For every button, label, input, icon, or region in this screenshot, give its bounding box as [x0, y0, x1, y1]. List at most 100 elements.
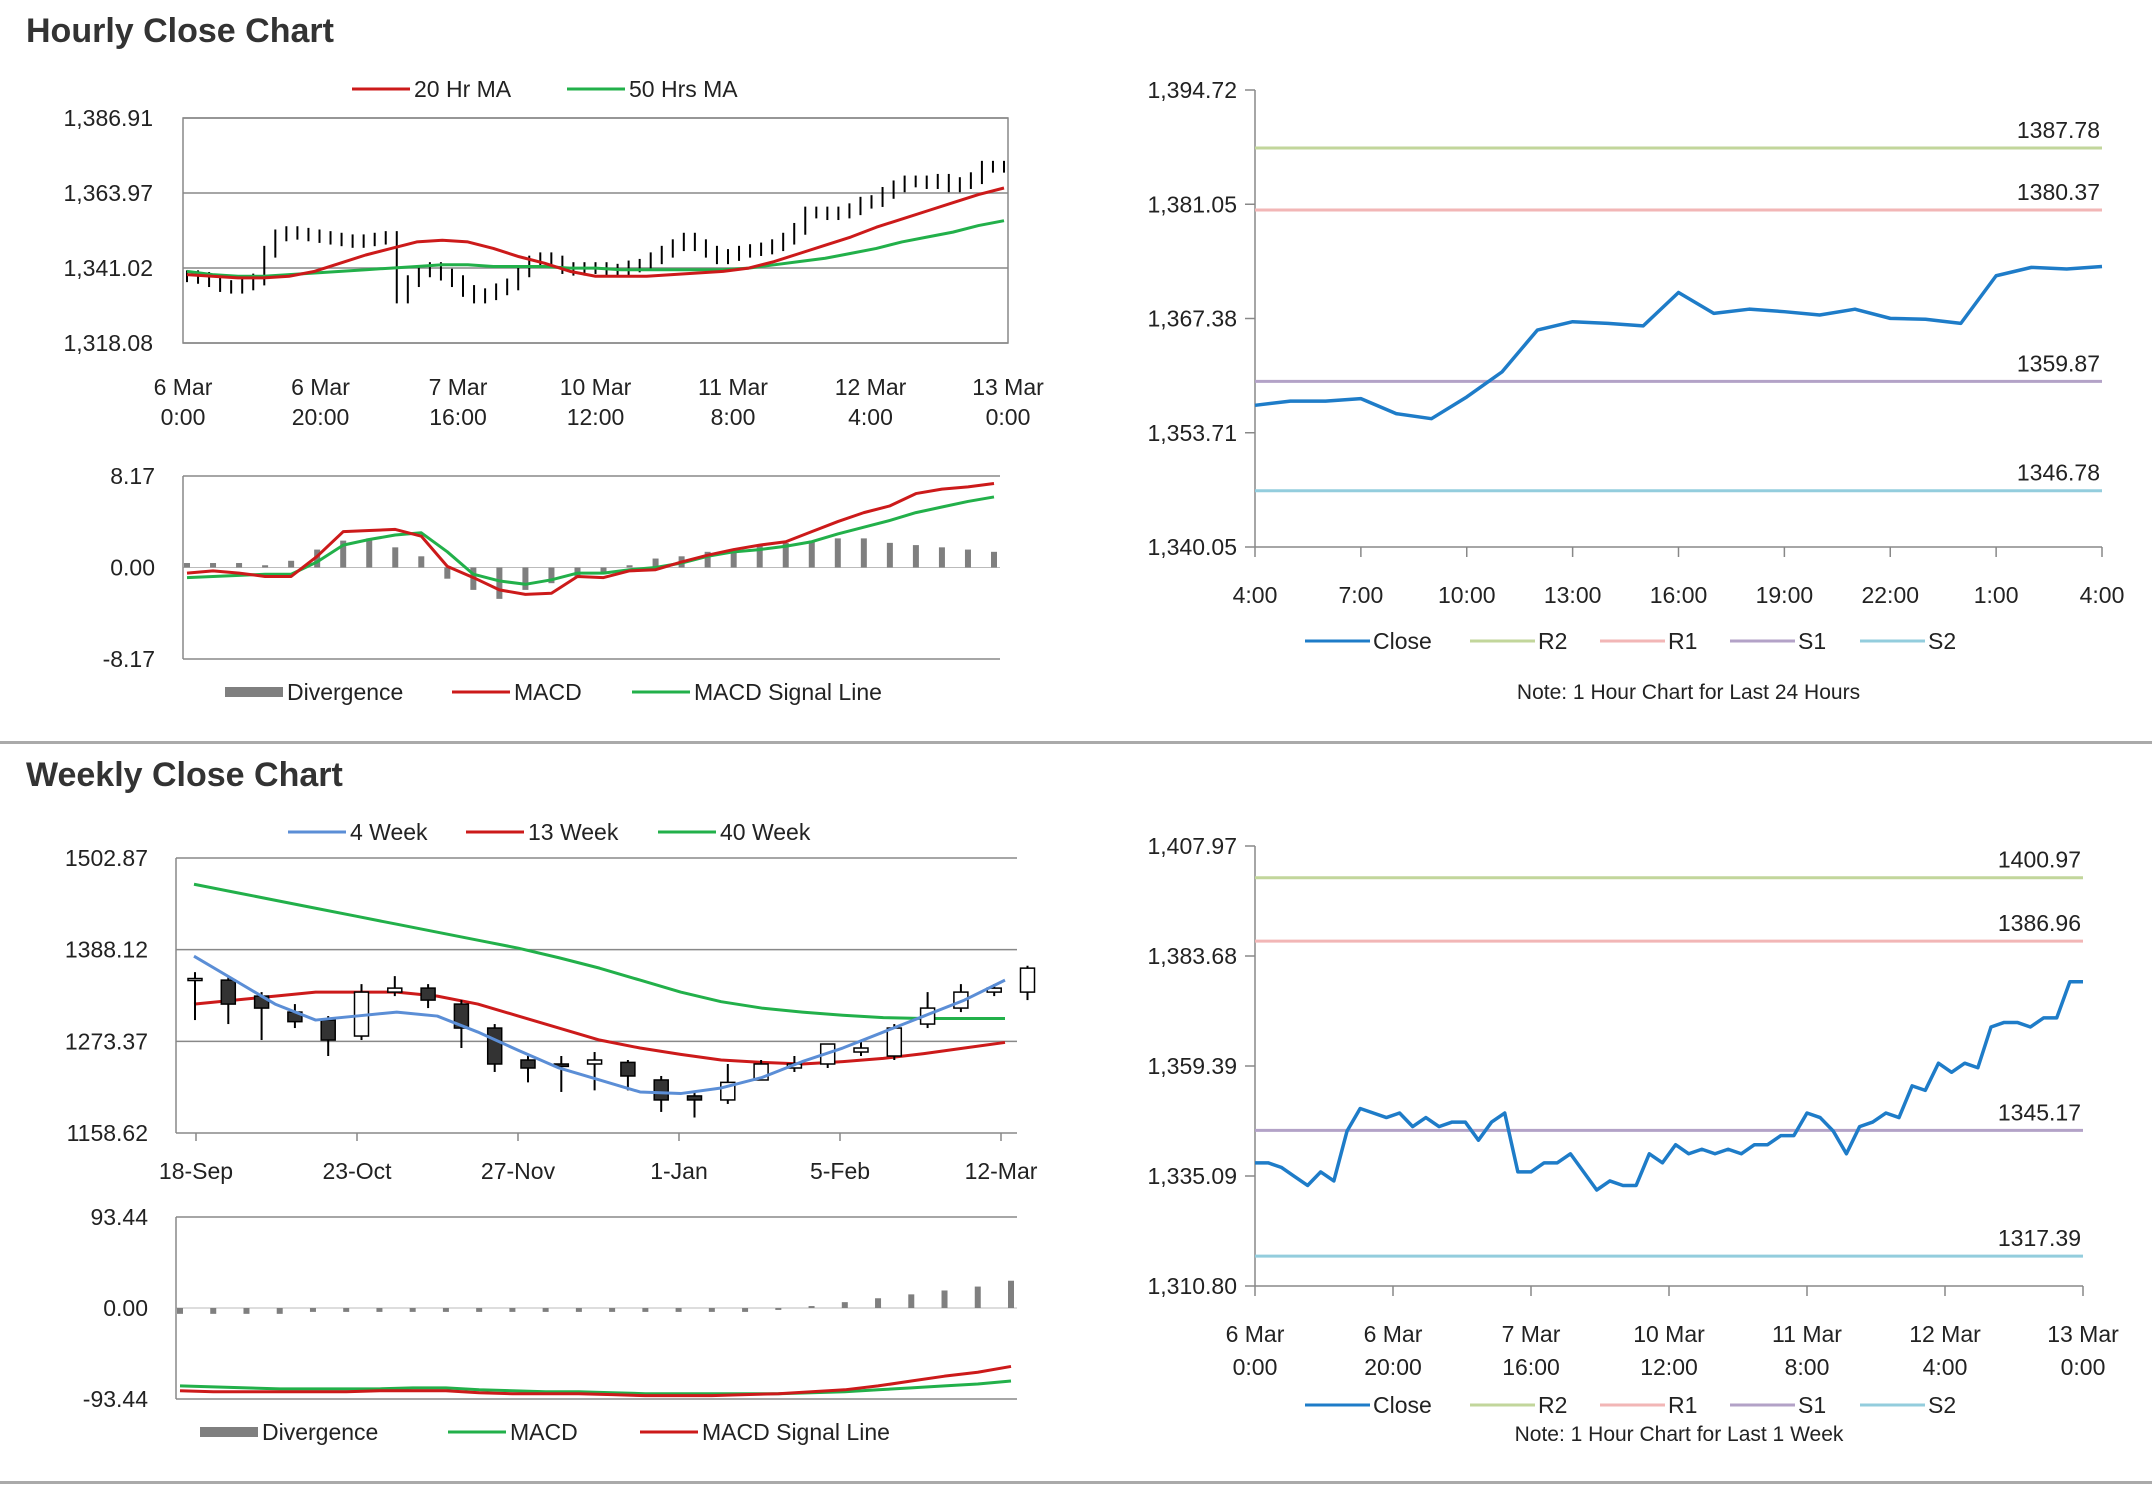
level-label-s1: 1359.87: [2017, 350, 2100, 376]
x-tick-label: 13 Mar: [972, 374, 1044, 400]
legend-s1-label: S1: [1798, 628, 1826, 654]
divergence-bar: [708, 1308, 715, 1312]
candle-body: [387, 987, 403, 993]
divergence-bar: [542, 1308, 549, 1312]
x-tick-label: 6 Mar: [291, 374, 350, 400]
divergence-bar: [652, 558, 659, 568]
divergence-bar: [548, 567, 555, 584]
y-tick-label: 1273.37: [65, 1028, 148, 1054]
divergence-bar: [600, 567, 607, 575]
y-tick-label: -93.44: [83, 1386, 148, 1412]
y-tick-label: 1,359.39: [1147, 1053, 1237, 1079]
legend-divergence-label: Divergence: [287, 679, 403, 705]
x-tick-label: 12-Mar: [965, 1158, 1038, 1184]
y-tick-label: 1,318.08: [63, 330, 153, 356]
hourly-macd-chart: 8.17 0.00 -8.17 Divergence MACD MACD Signal L…: [103, 463, 1000, 705]
x-tick-label: 12 Mar: [1909, 1321, 1981, 1347]
x-tick-label: 7:00: [1338, 582, 1383, 608]
x-tick-label: 4:00: [1923, 1354, 1968, 1380]
x-tick-label: 22:00: [1861, 582, 1919, 608]
legend-divergence-swatch: [225, 687, 283, 697]
level-label-r1: 1380.37: [2017, 179, 2100, 205]
y-tick-label: -8.17: [103, 646, 155, 672]
weekly-macd-chart: 93.44 0.00 -93.44 Divergence MACD MACD Signal…: [83, 1204, 1017, 1445]
divergence-bar: [522, 567, 529, 590]
divergence-bar: [418, 556, 425, 568]
divergence-bar: [756, 545, 763, 568]
legend-40week-label: 40 Week: [720, 819, 811, 845]
divergence-bar: [366, 538, 373, 568]
y-tick-label: 1158.62: [67, 1120, 148, 1146]
plot-frame: [182, 117, 1009, 344]
divergence-bar: [730, 549, 737, 568]
x-tick-label: 7 Mar: [1502, 1321, 1561, 1347]
x-tick-label: 10:00: [1438, 582, 1496, 608]
divergence-bar: [288, 560, 295, 568]
legend-s2-label: S2: [1928, 628, 1956, 654]
candle-body: [520, 1059, 536, 1069]
divergence-bar: [509, 1308, 516, 1312]
divergence-bar: [343, 1308, 350, 1312]
x-tick-label: 19:00: [1756, 582, 1814, 608]
candle-body: [187, 977, 203, 982]
x-tick-label: 13 Mar: [2047, 1321, 2119, 1347]
legend-ma20-label: 20 Hr MA: [414, 76, 512, 102]
divergence-bar: [991, 551, 997, 568]
divergence-bar: [912, 545, 919, 568]
y-tick-label: 1,310.80: [1147, 1273, 1237, 1299]
y-tick-label: 1,383.68: [1147, 943, 1237, 969]
divergence-bar: [210, 563, 217, 568]
legend-signal-label: MACD Signal Line: [694, 679, 882, 705]
legend-s2-label: S2: [1928, 1392, 1956, 1418]
legend-close-label: Close: [1373, 628, 1432, 654]
signal-line: [179, 1379, 1012, 1396]
divergence-bar: [609, 1308, 616, 1312]
y-tick-label: 0.00: [103, 1295, 148, 1321]
x-tick-label: 0:00: [161, 404, 206, 430]
week13-line: [193, 990, 1006, 1066]
x-tick-label: 6 Mar: [1364, 1321, 1423, 1347]
legend-s1-label: S1: [1798, 1392, 1826, 1418]
y-tick-label: 1,341.02: [63, 255, 153, 281]
divergence-bar: [276, 1308, 283, 1314]
x-tick-label: 11 Mar: [698, 374, 768, 400]
ma50-line: [186, 219, 1005, 278]
x-tick-label: 1-Jan: [650, 1158, 708, 1184]
divergence-bar: [908, 1294, 915, 1308]
legend-r1-label: R1: [1668, 1392, 1697, 1418]
legend-r2-label: R2: [1538, 628, 1567, 654]
y-tick-label: 1,367.38: [1147, 306, 1237, 332]
x-tick-label: 8:00: [1785, 1354, 1830, 1380]
divergence-bar: [782, 542, 789, 568]
level-label-s2: 1317.39: [1998, 1225, 2081, 1251]
divergence-bar: [704, 551, 711, 568]
divergence-bar: [938, 547, 945, 568]
legend-signal-label: MACD Signal Line: [702, 1419, 890, 1445]
x-tick-label: 6 Mar: [154, 374, 213, 400]
divergence-bar: [184, 563, 190, 568]
x-tick-label: 4:00: [848, 404, 893, 430]
divergence-bar: [309, 1308, 316, 1312]
divergence-bar: [444, 567, 451, 579]
y-tick-label: 8.17: [110, 463, 155, 489]
divergence-bar: [376, 1308, 383, 1312]
x-tick-label: 13:00: [1544, 582, 1602, 608]
hourly-close-24h-chart: 1,394.72 1,381.05 1,367.38 1,353.71 1,340.05…: [1147, 77, 2125, 704]
x-tick-label: 1:00: [1974, 582, 2019, 608]
x-tick-label: 20:00: [1364, 1354, 1422, 1380]
candle-body: [586, 1059, 603, 1065]
x-tick-label: 12:00: [567, 404, 625, 430]
candle-body: [853, 1047, 869, 1053]
hourly-section-title: Hourly Close Chart: [26, 12, 334, 50]
legend-macd-label: MACD: [510, 1419, 578, 1445]
level-label-r2: 1387.78: [2017, 117, 2100, 143]
divergence-bar: [575, 1308, 582, 1312]
divergence-bar: [314, 549, 321, 568]
close-line: [1255, 979, 2083, 1192]
legend-close-label: Close: [1373, 1392, 1432, 1418]
divergence-bar: [243, 1308, 250, 1314]
chart-note: Note: 1 Hour Chart for Last 24 Hours: [1517, 681, 1860, 704]
y-tick-label: 93.44: [90, 1204, 148, 1230]
y-tick-label: 1,381.05: [1147, 191, 1237, 217]
x-tick-label: 4:00: [2080, 582, 2125, 608]
